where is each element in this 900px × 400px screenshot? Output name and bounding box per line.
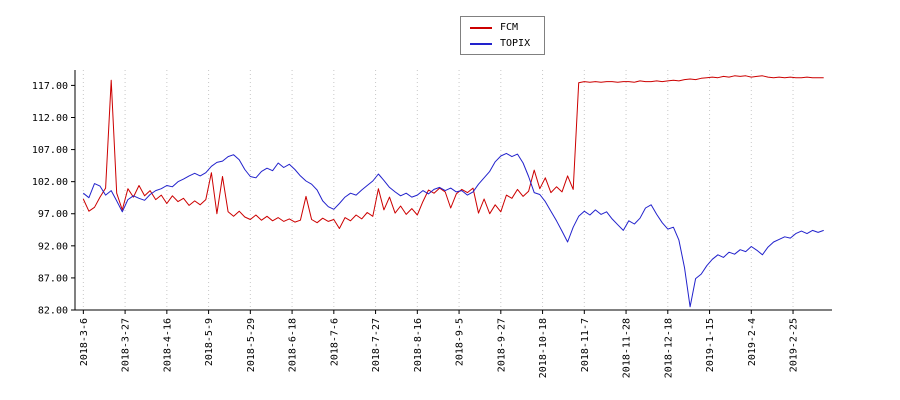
x-tick-label: 2018-10-18	[538, 318, 549, 378]
x-tick-label: 2018-6-18	[288, 318, 299, 372]
chart-legend: FCM TOPIX	[460, 16, 546, 55]
x-tick-label: 2018-7-27	[371, 318, 382, 372]
x-tick-label: 2018-12-18	[663, 318, 674, 378]
legend-item-topix: TOPIX	[470, 38, 530, 49]
x-tick-label: 2018-11-7	[580, 318, 591, 372]
x-tick-label: 2018-11-28	[622, 318, 633, 378]
y-tick-label: 102.00	[32, 177, 68, 188]
x-tick-label: 2018-5-29	[246, 318, 257, 372]
x-tick-label: 2019-2-25	[789, 318, 800, 372]
y-tick-label: 82.00	[38, 306, 68, 317]
x-tick-label: 2018-9-27	[496, 318, 507, 372]
y-tick-label: 97.00	[38, 209, 68, 220]
y-tick-label: 107.00	[32, 145, 68, 156]
x-tick-label: 2018-7-6	[329, 318, 340, 366]
legend-label-fcm: FCM	[500, 22, 519, 33]
y-tick-label: 112.00	[32, 113, 68, 124]
topix-line-swatch	[470, 42, 492, 45]
legend-item-fcm: FCM	[470, 22, 530, 33]
x-tick-label: 2018-8-16	[413, 318, 424, 372]
fcm-line-swatch	[470, 26, 492, 29]
y-tick-label: 87.00	[38, 273, 68, 284]
x-tick-label: 2018-9-5	[455, 318, 466, 366]
topix-line-series	[82, 152, 824, 308]
x-tick-label: 2018-3-6	[79, 318, 90, 366]
y-tick-label: 92.00	[38, 241, 68, 252]
x-tick-label: 2019-2-4	[747, 318, 758, 366]
legend-label-topix: TOPIX	[500, 38, 531, 49]
fcm-line-series	[82, 75, 824, 229]
x-tick-label: 2019-1-15	[705, 318, 716, 372]
x-tick-label: 2018-3-27	[121, 318, 132, 372]
x-tick-label: 2018-4-16	[162, 318, 173, 372]
x-tick-label: 2018-5-9	[204, 318, 215, 366]
y-tick-label: 117.00	[32, 81, 68, 92]
